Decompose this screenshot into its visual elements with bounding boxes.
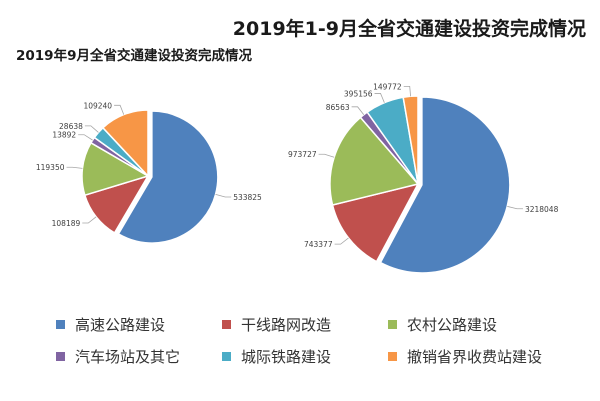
data-label: 533825 (233, 193, 262, 202)
leader-line (215, 194, 232, 198)
legend-swatch (56, 320, 65, 329)
legend-swatch (222, 352, 231, 361)
legend-label: 撤销省界收费站建设 (407, 348, 543, 366)
legend-item: 高速公路建设 (56, 314, 222, 335)
data-label: 13892 (52, 131, 76, 140)
legend-label: 干线路网改造 (241, 316, 332, 334)
legend-label: 城际铁路建设 (241, 348, 332, 366)
legend-item: 汽车场站及其它 (56, 346, 222, 367)
legend-swatch (222, 320, 231, 329)
data-label: 109240 (83, 101, 112, 110)
leader-line (114, 104, 125, 115)
leader-line (82, 216, 97, 224)
legend: 高速公路建设 干线路网改造 农村公路建设 汽车场站及其它 城际铁路建设 撤销省界… (56, 314, 596, 367)
data-label: 3218048 (525, 205, 559, 214)
legend-swatch (388, 320, 397, 329)
data-label: 86563 (326, 103, 350, 112)
legend-swatch (56, 352, 65, 361)
pie-slice (329, 116, 420, 206)
leader-line (374, 93, 385, 103)
data-label: 973727 (288, 150, 317, 159)
legend-item: 农村公路建设 (388, 314, 588, 335)
chart-subtitle: 2019年9月全省交通建设投资完成情况 (16, 48, 252, 64)
leader-line (334, 237, 349, 245)
pie-slice (379, 96, 511, 274)
legend-item: 撤销省界收费站建设 (388, 346, 588, 367)
legend-item: 城际铁路建设 (222, 346, 388, 367)
leader-line (66, 166, 83, 169)
data-label: 149772 (373, 82, 402, 91)
chart-main-title: 2019年1-9月全省交通建设投资完成情况 (232, 18, 586, 40)
data-label: 108189 (52, 219, 81, 228)
leader-line (507, 205, 523, 210)
leader-line (403, 85, 411, 97)
leader-line (318, 153, 335, 158)
legend-label: 农村公路建设 (407, 316, 498, 334)
legend-swatch (388, 352, 397, 361)
data-label: 395156 (344, 89, 373, 98)
legend-label: 高速公路建设 (75, 316, 166, 334)
leader-line (351, 106, 365, 115)
data-label: 119350 (36, 163, 65, 172)
leader-line (84, 125, 99, 133)
data-label: 743377 (304, 240, 333, 249)
legend-label: 汽车场站及其它 (75, 348, 181, 366)
leader-line (78, 134, 93, 141)
legend-item: 干线路网改造 (222, 314, 388, 335)
pie-slice (81, 141, 150, 197)
pie-slice (101, 109, 149, 178)
data-label: 28638 (59, 122, 83, 131)
